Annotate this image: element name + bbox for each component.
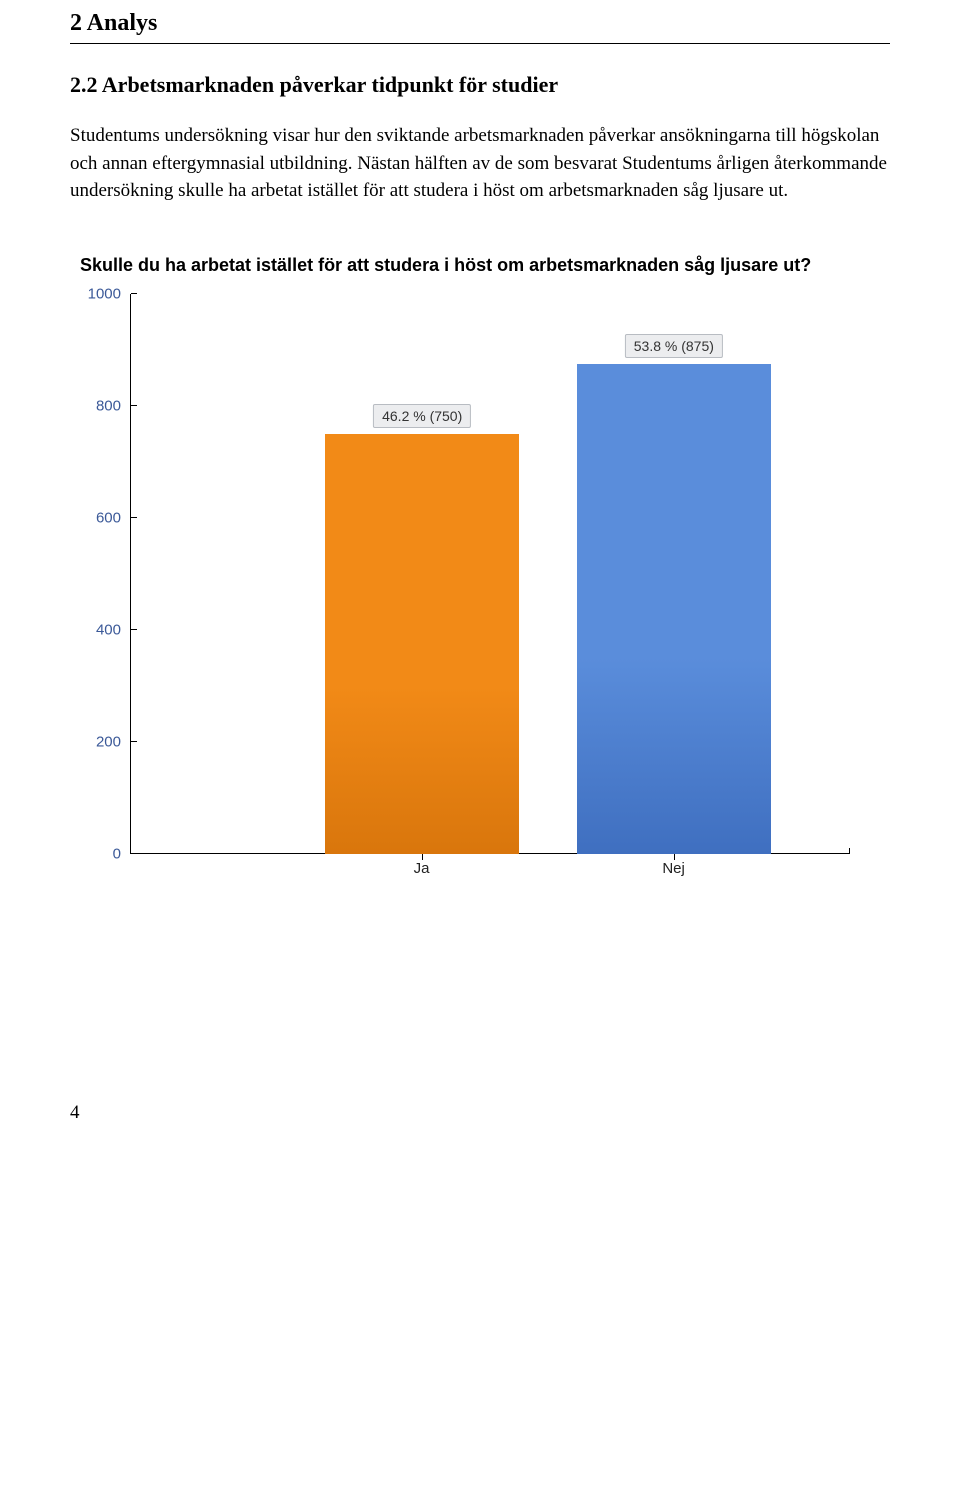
bar-value-label: 46.2 % (750)	[373, 404, 471, 428]
bar-value-label: 53.8 % (875)	[625, 334, 723, 358]
x-axis-category-label: Ja	[414, 860, 430, 877]
y-axis-label: 400	[96, 621, 131, 638]
y-axis-label: 600	[96, 509, 131, 526]
y-axis-label: 0	[113, 845, 131, 862]
x-axis-category-label: Nej	[662, 860, 685, 877]
bar-nej: 53.8 % (875)	[577, 364, 771, 854]
gridline	[131, 293, 137, 294]
chart-title: Skulle du ha arbetat istället för att st…	[80, 255, 890, 276]
gridline	[131, 741, 137, 742]
section-rule	[70, 43, 890, 44]
bar-chart: Skulle du ha arbetat istället för att st…	[70, 255, 890, 882]
chart-plot-area: 46.2 % (750)53.8 % (875) 020040060080010…	[130, 294, 850, 854]
x-axis-labels: Ja Nej	[130, 854, 850, 882]
gridline	[131, 517, 137, 518]
subsection-title: 2.2 Arbetsmarknaden påverkar tidpunkt fö…	[70, 72, 890, 98]
y-axis-label: 200	[96, 733, 131, 750]
section-title: 2 Analys	[70, 10, 890, 37]
body-paragraph: Studentums undersökning visar hur den sv…	[70, 122, 890, 205]
y-axis-label: 800	[96, 397, 131, 414]
y-axis-label: 1000	[88, 285, 131, 302]
chart-bars: 46.2 % (750) 53.8 % (875)	[131, 294, 850, 854]
page-number: 4	[70, 1102, 890, 1124]
bar-ja: 46.2 % (750)	[325, 434, 519, 854]
gridline	[131, 629, 137, 630]
gridline	[131, 405, 137, 406]
